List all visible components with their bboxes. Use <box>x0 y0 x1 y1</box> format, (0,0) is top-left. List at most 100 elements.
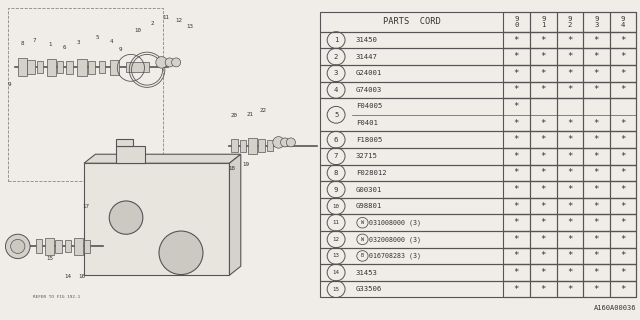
Text: 8: 8 <box>21 41 24 46</box>
Circle shape <box>159 231 203 275</box>
Text: 32715: 32715 <box>356 153 378 159</box>
Text: *: * <box>541 36 546 44</box>
Bar <box>609 214 636 231</box>
Text: *: * <box>567 185 572 194</box>
Text: *: * <box>620 268 625 277</box>
Bar <box>77 59 86 76</box>
Bar <box>557 148 583 164</box>
Bar <box>530 65 557 82</box>
Text: *: * <box>593 235 599 244</box>
Text: *: * <box>541 252 546 260</box>
Bar <box>609 48 636 65</box>
Text: *: * <box>541 152 546 161</box>
Text: *: * <box>541 285 546 294</box>
Bar <box>530 181 557 198</box>
Bar <box>321 281 636 298</box>
Text: 13: 13 <box>333 253 340 259</box>
Text: *: * <box>514 69 519 78</box>
Text: *: * <box>541 135 546 144</box>
Bar <box>583 65 609 82</box>
Bar <box>530 12 557 32</box>
Text: 032008000 (3): 032008000 (3) <box>369 236 421 243</box>
Text: *: * <box>567 235 572 244</box>
Bar <box>557 32 583 48</box>
Bar <box>248 138 257 154</box>
Bar <box>240 140 246 152</box>
Text: 9: 9 <box>118 47 122 52</box>
Text: 31453: 31453 <box>356 269 378 276</box>
Text: 2: 2 <box>151 20 154 26</box>
Text: *: * <box>514 52 519 61</box>
Bar <box>56 61 63 73</box>
Polygon shape <box>84 154 241 163</box>
Bar <box>530 231 557 248</box>
Bar <box>258 139 265 152</box>
Text: *: * <box>620 235 625 244</box>
Bar <box>557 231 583 248</box>
Bar <box>84 240 90 253</box>
Text: 21: 21 <box>247 112 254 117</box>
Text: *: * <box>620 52 625 61</box>
Bar <box>502 98 530 132</box>
Circle shape <box>156 57 168 68</box>
Bar <box>267 140 273 151</box>
Text: *: * <box>567 285 572 294</box>
Text: G33506: G33506 <box>356 286 382 292</box>
Text: *: * <box>514 202 519 211</box>
Text: W: W <box>361 220 364 225</box>
Bar <box>583 48 609 65</box>
Bar <box>583 248 609 264</box>
Text: *: * <box>567 202 572 211</box>
Bar <box>609 198 636 214</box>
Text: *: * <box>567 69 572 78</box>
Text: *: * <box>593 36 599 44</box>
Bar <box>84 163 230 275</box>
Bar <box>557 82 583 98</box>
Text: 7: 7 <box>334 153 339 159</box>
Text: *: * <box>567 85 572 94</box>
Bar <box>321 132 636 148</box>
Text: 11: 11 <box>333 220 340 225</box>
Bar <box>502 248 530 264</box>
Text: *: * <box>541 202 546 211</box>
Bar <box>502 164 530 181</box>
Text: F04005: F04005 <box>356 103 382 109</box>
Text: 9
3: 9 3 <box>594 16 598 28</box>
Bar <box>557 264 583 281</box>
Text: REFER TO FIG 192-1: REFER TO FIG 192-1 <box>33 295 80 299</box>
Bar <box>502 65 530 82</box>
Text: 18: 18 <box>228 166 236 172</box>
Bar <box>530 98 557 132</box>
Text: W: W <box>361 237 364 242</box>
Bar <box>609 98 636 132</box>
Text: 4: 4 <box>109 39 113 44</box>
Bar <box>530 48 557 65</box>
Bar <box>609 132 636 148</box>
Bar <box>530 248 557 264</box>
Text: *: * <box>514 85 519 94</box>
Text: *: * <box>567 135 572 144</box>
Text: 9
2: 9 2 <box>568 16 572 28</box>
Text: 20: 20 <box>231 113 238 118</box>
Text: *: * <box>541 69 546 78</box>
Bar <box>530 281 557 298</box>
Bar <box>502 148 530 164</box>
Text: *: * <box>514 119 519 128</box>
Bar <box>583 12 609 32</box>
Bar <box>502 231 530 248</box>
Text: *: * <box>593 202 599 211</box>
Bar <box>37 61 43 73</box>
Text: 12: 12 <box>333 237 340 242</box>
Bar <box>583 132 609 148</box>
Bar <box>88 61 95 74</box>
Bar <box>609 264 636 281</box>
Bar <box>530 82 557 98</box>
Bar <box>530 164 557 181</box>
Circle shape <box>273 137 284 148</box>
Bar <box>609 148 636 164</box>
Text: *: * <box>514 218 519 227</box>
Bar <box>557 248 583 264</box>
Bar <box>502 132 530 148</box>
Bar <box>557 12 583 32</box>
Text: 9: 9 <box>7 82 11 87</box>
